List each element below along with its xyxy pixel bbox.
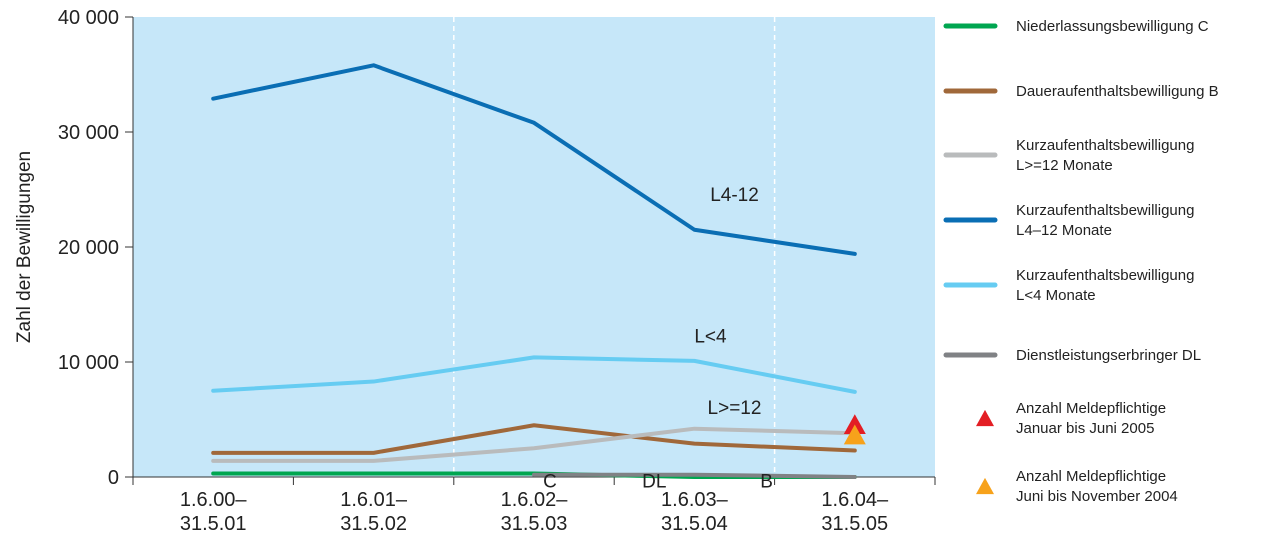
- y-tick-label: 0: [108, 467, 119, 489]
- legend: Niederlassungsbewilligung C Daueraufentha…: [943, 18, 1219, 505]
- legend-label-line: Januar bis Juni 2005: [1016, 420, 1154, 437]
- x-tick-label-line: 31.5.02: [340, 513, 407, 535]
- legend-label-line: Anzahl Meldepflichtige: [1016, 400, 1166, 417]
- x-tick-label: 1.6.03– 31.5.04: [661, 489, 729, 535]
- series-line: [211, 355, 857, 394]
- point-markers: [843, 414, 866, 445]
- legend-label: Niederlassungsbewilligung C: [1016, 18, 1209, 35]
- series-annotation: L<4: [694, 326, 727, 347]
- series-annotation: B: [760, 471, 773, 492]
- legend-label-line: Anzahl Meldepflichtige: [1016, 468, 1166, 485]
- legend-label-line: Kurzaufenthaltsbewilligung: [1016, 267, 1194, 284]
- legend-label-line: L>=12 Monate: [1016, 157, 1113, 174]
- series-lines: [211, 63, 857, 479]
- annotations: L4-12 L<4 L>=12 C DL B: [543, 185, 773, 492]
- x-tick-label: 1.6.02– 31.5.03: [501, 489, 569, 535]
- x-tick-label-line: 1.6.01–: [340, 489, 408, 511]
- y-tick-label: 30 000: [58, 122, 119, 144]
- legend-label: Kurzaufenthaltsbewilligung L4–12 Monate: [1016, 202, 1194, 239]
- y-tick-label: 20 000: [58, 237, 119, 259]
- legend-label-line: Juni bis November 2004: [1016, 488, 1178, 505]
- series-annotation: C: [543, 471, 557, 492]
- y-axis: 0 10 000 20 000 30 000 40 000: [58, 7, 134, 489]
- x-tick-label-line: 31.5.03: [501, 513, 568, 535]
- legend-label: Kurzaufenthaltsbewilligung L>=12 Monate: [1016, 137, 1194, 174]
- x-tick-label-line: 31.5.01: [180, 513, 247, 535]
- x-axis: 1.6.00– 31.5.011.6.01– 31.5.021.6.02– 31.5.…: [125, 476, 936, 535]
- legend-label-line: Kurzaufenthaltsbewilligung: [1016, 137, 1194, 154]
- y-tick-label: 10 000: [58, 352, 119, 374]
- series-annotation: L>=12: [708, 398, 762, 419]
- legend-label: Dienstleistungserbringer DL: [1016, 347, 1201, 364]
- legend-label: Daueraufenthaltsbewilligung B: [1016, 83, 1219, 100]
- y-axis-label: Zahl der Bewilligungen: [14, 151, 35, 343]
- series-line: [211, 63, 857, 256]
- triangle-marker: [843, 424, 866, 445]
- series-line: [211, 426, 857, 463]
- legend-label-line: Daueraufenthaltsbewilligung B: [1016, 83, 1219, 100]
- triangle-marker: [843, 414, 866, 434]
- legend-label-line: Niederlassungsbewilligung C: [1016, 18, 1209, 35]
- legend-triangle: [976, 477, 994, 495]
- legend-label: Kurzaufenthaltsbewilligung L<4 Monate: [1016, 267, 1194, 304]
- x-tick-label: 1.6.04– 31.5.05: [821, 489, 889, 535]
- x-tick-label-line: 31.5.04: [661, 513, 728, 535]
- x-tick-label-line: 1.6.00–: [180, 489, 248, 511]
- series-annotation: L4-12: [710, 185, 759, 206]
- x-tick-label-line: 31.5.05: [821, 513, 888, 535]
- x-tick-label-line: 1.6.02–: [501, 489, 569, 511]
- legend-label-line: Dienstleistungserbringer DL: [1016, 347, 1201, 364]
- legend-label-line: L<4 Monate: [1016, 287, 1096, 304]
- x-tick-label-line: 1.6.03–: [661, 489, 729, 511]
- y-tick-label: 40 000: [58, 7, 119, 29]
- series-line: [211, 423, 857, 455]
- legend-label: Anzahl Meldepflichtige Juni bis November …: [1016, 468, 1178, 505]
- x-tick-label: 1.6.01– 31.5.02: [340, 489, 408, 535]
- legend-label-line: L4–12 Monate: [1016, 222, 1112, 239]
- legend-label-line: Kurzaufenthaltsbewilligung: [1016, 202, 1194, 219]
- legend-label: Anzahl Meldepflichtige Januar bis Juni 20…: [1016, 400, 1166, 437]
- series-annotation: DL: [642, 471, 666, 492]
- legend-triangle: [976, 409, 994, 427]
- x-tick-label: 1.6.00– 31.5.01: [180, 489, 248, 535]
- series-line: [532, 472, 857, 479]
- x-tick-label-line: 1.6.04–: [821, 489, 889, 511]
